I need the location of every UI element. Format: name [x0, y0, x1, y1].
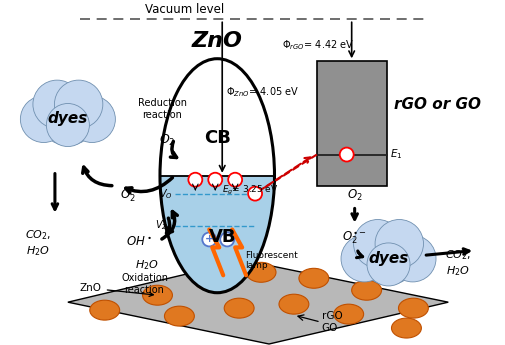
Circle shape: [359, 226, 418, 285]
Circle shape: [367, 243, 410, 286]
Circle shape: [341, 235, 388, 282]
Ellipse shape: [391, 318, 421, 338]
Circle shape: [389, 235, 436, 282]
Circle shape: [55, 80, 103, 129]
Text: $O_2$: $O_2$: [347, 188, 363, 203]
Text: Reduction
reaction: Reduction reaction: [138, 98, 187, 120]
Text: $O_2^{\bullet-}$: $O_2^{\bullet-}$: [120, 187, 145, 204]
Text: $OH^\bullet$: $OH^\bullet$: [126, 236, 153, 249]
Ellipse shape: [334, 304, 364, 324]
Circle shape: [228, 173, 242, 187]
Ellipse shape: [142, 285, 172, 305]
Text: $\Phi_{ZnO}$= 4.05 eV: $\Phi_{ZnO}$= 4.05 eV: [226, 86, 299, 99]
Circle shape: [354, 219, 402, 268]
Ellipse shape: [299, 268, 329, 288]
Ellipse shape: [398, 298, 428, 318]
Text: ZnO: ZnO: [192, 31, 243, 51]
Circle shape: [188, 173, 203, 187]
Text: $CO_2,$
$H_2O$: $CO_2,$ $H_2O$: [25, 228, 51, 258]
Text: dyes: dyes: [368, 251, 409, 266]
Text: rGO or GO: rGO or GO: [394, 97, 481, 112]
Text: Oxidation
reaction: Oxidation reaction: [121, 274, 168, 295]
Text: $V_{Zn}$: $V_{Zn}$: [155, 219, 172, 233]
Text: +: +: [205, 235, 214, 245]
Ellipse shape: [351, 280, 382, 300]
Circle shape: [69, 96, 115, 142]
Circle shape: [340, 148, 353, 161]
Circle shape: [46, 104, 89, 147]
Text: $\Phi_{rGO}$= 4.42 eV: $\Phi_{rGO}$= 4.42 eV: [282, 38, 354, 52]
Text: $CO_2,$
$H_2O$: $CO_2,$ $H_2O$: [445, 248, 471, 278]
Polygon shape: [160, 176, 275, 293]
Ellipse shape: [90, 300, 120, 320]
Text: CB: CB: [204, 129, 231, 147]
Text: Vacuum level: Vacuum level: [145, 3, 224, 16]
Circle shape: [248, 187, 262, 200]
Circle shape: [375, 219, 424, 268]
Circle shape: [220, 233, 234, 246]
Ellipse shape: [246, 262, 276, 282]
Text: $V_O$: $V_O$: [159, 187, 172, 200]
Text: $E_1$: $E_1$: [389, 148, 402, 161]
Polygon shape: [160, 176, 275, 293]
Ellipse shape: [165, 306, 194, 326]
Ellipse shape: [224, 298, 254, 318]
Circle shape: [20, 96, 67, 142]
Text: VB: VB: [209, 228, 236, 246]
Text: rGO
GO: rGO GO: [322, 311, 342, 333]
Bar: [317, 61, 386, 186]
Ellipse shape: [279, 294, 309, 314]
Polygon shape: [68, 260, 448, 344]
Circle shape: [203, 233, 216, 246]
Text: $O_2$: $O_2$: [159, 133, 176, 148]
Ellipse shape: [194, 270, 224, 290]
Circle shape: [208, 173, 222, 187]
Circle shape: [38, 86, 97, 146]
Text: ZnO: ZnO: [80, 283, 154, 296]
Text: Fluorescent
lamp: Fluorescent lamp: [245, 251, 298, 270]
Text: $H_2O$: $H_2O$: [134, 258, 159, 272]
Text: dyes: dyes: [47, 111, 88, 127]
Text: $O_2^{\bullet-}$: $O_2^{\bullet-}$: [342, 229, 367, 246]
Circle shape: [33, 80, 81, 129]
Text: $E_g$= 3.25 eV: $E_g$= 3.25 eV: [222, 184, 279, 197]
